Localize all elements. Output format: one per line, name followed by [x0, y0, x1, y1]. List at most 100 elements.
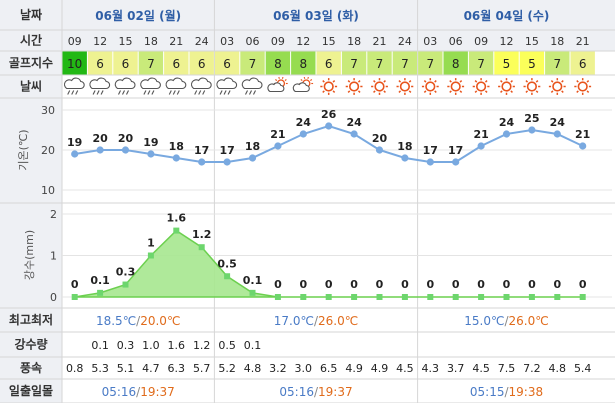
precipitation-data-label: 0	[579, 278, 587, 291]
temperature-data-label: 19	[67, 136, 82, 149]
precipitation-point	[554, 294, 561, 300]
minmax-label: 최고최저	[9, 312, 53, 327]
hour-cell: 06	[246, 35, 260, 48]
temperature-point	[528, 126, 536, 134]
golf-index-cell	[265, 51, 291, 75]
temperature-data-label: 17	[194, 144, 209, 157]
minmax-sep: /	[314, 314, 319, 328]
precipitation-point	[579, 294, 586, 300]
temperature-point	[121, 146, 130, 154]
hour-cell: 03	[220, 35, 234, 48]
hour-cell: 21	[576, 35, 590, 48]
precipitation-tick-label: 1	[50, 250, 57, 263]
temperature-point	[248, 154, 257, 162]
wind-cell: 3.0	[295, 362, 313, 375]
precipitation-data-label: 0	[553, 278, 561, 291]
temperature-data-label: 17	[423, 144, 438, 157]
temperature-point	[579, 142, 587, 150]
wind-label: 풍속	[20, 361, 42, 375]
golf-index-cell	[87, 51, 113, 75]
temperature-data-label: 24	[550, 116, 566, 129]
sun-sunset: 19:37	[318, 385, 353, 399]
day-header: 06월 02일 (월)	[95, 8, 181, 23]
golf-index-cell	[418, 51, 443, 75]
precipitation-point	[376, 294, 383, 300]
golf-index-cell	[291, 51, 316, 75]
cloud-rain-icon	[63, 77, 85, 95]
cloud-rain-icon	[241, 77, 263, 95]
wind-cell: 4.3	[422, 362, 440, 375]
date-header-bg	[0, 0, 615, 30]
precipitation-point	[351, 294, 358, 300]
hour-cell: 15	[119, 35, 133, 48]
temperature-point	[147, 150, 155, 158]
golf-index-cell	[138, 51, 164, 75]
golf-index-cell	[570, 51, 595, 75]
sun-sunrise: 05:15	[470, 385, 505, 399]
wind-cell: 4.9	[371, 362, 389, 375]
hour-cell: 15	[322, 35, 336, 48]
hour-cell: 06	[449, 35, 463, 48]
precipitation-point	[325, 294, 332, 300]
golf-index-value: 7	[350, 57, 358, 71]
cloud-rain-icon	[165, 77, 187, 95]
wind-cell: 5.3	[91, 362, 109, 375]
cloud-rain-icon	[190, 77, 212, 95]
minmax-sep: /	[504, 314, 509, 328]
golf-index-cell	[443, 51, 468, 75]
wind-cell: 6.5	[320, 362, 338, 375]
temperature-data-label: 17	[219, 144, 234, 157]
minmax-value: 17.0℃/26.0℃	[274, 314, 358, 328]
cloud-rain-icon	[140, 77, 161, 95]
hour-cell: 21	[169, 35, 183, 48]
precipitation-point	[122, 281, 129, 288]
sun-sunset: 19:37	[140, 385, 175, 399]
precipitation-data-label: 0	[477, 278, 485, 291]
temperature-point	[96, 146, 104, 154]
cloud-rain-icon	[216, 77, 238, 95]
precip-amount-cell: 0.1	[91, 339, 109, 352]
golf-index-value: 7	[553, 57, 561, 71]
golf-index-value: 5	[503, 57, 511, 71]
temperature-chart: 기온(℃) 10 20 30 19 20 20 19 18 17 17 18 21 24 26 24 20 18 1…	[17, 104, 612, 197]
wind-cell: 3.2	[269, 362, 287, 375]
temperature-data-label: 17	[448, 144, 463, 157]
temperature-point	[553, 130, 561, 138]
temperature-data-label: 18	[245, 140, 260, 153]
wind-cell: 4.9	[345, 362, 363, 375]
golf-index-cell	[468, 51, 494, 75]
golf-index-cell	[545, 51, 570, 75]
minmax-max: 20.0℃	[140, 314, 180, 328]
minmax-value: 15.0℃/26.0℃	[464, 314, 548, 328]
hour-cell: 12	[93, 35, 107, 48]
temperature-data-label: 18	[169, 140, 184, 153]
precipitation-data-label: 0	[71, 278, 79, 291]
golf-index-value: 8	[299, 57, 307, 71]
minmax-sep: /	[136, 314, 141, 328]
sun-sunrise: 05:16	[279, 385, 314, 399]
precipitation-tick-label: 0	[50, 291, 57, 304]
temperature-point	[350, 130, 358, 138]
minmax-max: 26.0℃	[318, 314, 358, 328]
cloud-rain-icon	[114, 77, 136, 95]
hour-cell: 24	[195, 35, 209, 48]
temperature-data-label: 20	[118, 132, 134, 145]
golf-index-cell	[189, 51, 214, 75]
sun-icon	[320, 78, 338, 95]
precipitation-data-label: 0	[376, 278, 384, 291]
temperature-point	[274, 142, 282, 150]
golf-index-value: 7	[249, 57, 257, 71]
temperature-point	[375, 146, 384, 154]
golf-index-cell	[113, 51, 138, 75]
precip-amount-cell: 0.5	[218, 339, 236, 352]
temperature-tick-label: 30	[41, 104, 55, 117]
precipitation-data-label: 0	[528, 278, 536, 291]
hour-cell: 09	[474, 35, 488, 48]
sun-icon	[345, 78, 363, 95]
hour-cell: 09	[271, 35, 285, 48]
hour-cell: 18	[347, 35, 361, 48]
precipitation-data-label: 0.1	[243, 274, 263, 287]
temperature-data-label: 24	[499, 116, 515, 129]
golf-index-value: 7	[376, 57, 384, 71]
